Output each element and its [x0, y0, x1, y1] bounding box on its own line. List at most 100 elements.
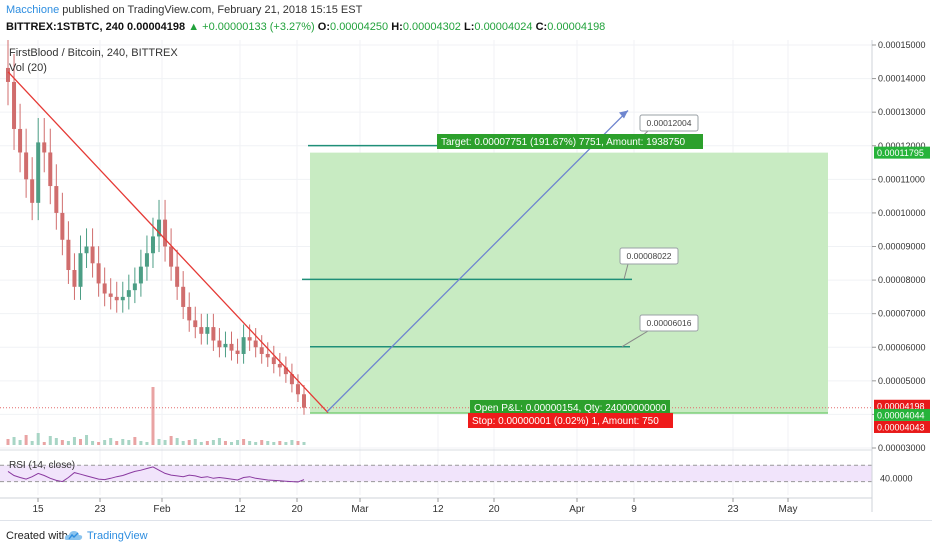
time-tick-label: 20	[488, 504, 500, 515]
created-with-label: Created with	[6, 530, 68, 542]
candle-body	[60, 212, 65, 240]
volume-bar	[266, 441, 270, 445]
footer: Created with TradingView	[0, 520, 932, 551]
candle-body	[295, 384, 300, 395]
price-label-box	[874, 146, 930, 159]
descending-trendline	[7, 71, 329, 414]
time-tick-label: 12	[432, 504, 444, 515]
candle-body	[235, 350, 240, 354]
price-label-text: 0.00004198	[877, 401, 925, 411]
time-tick-label: 23	[727, 504, 739, 515]
time-axis[interactable]: 15 23 Feb 12 20 Mar 12 20 Apr 9 23 May	[0, 497, 872, 515]
volume-bar	[42, 442, 46, 445]
price-label-text: 0.00004044	[877, 410, 925, 420]
candle-body	[253, 340, 258, 348]
volume-bar	[133, 437, 137, 445]
time-tick-label: Feb	[153, 504, 171, 515]
candle-body	[72, 270, 77, 287]
volume-bar	[278, 441, 282, 445]
volume-bar	[248, 441, 252, 445]
last-price: 0.00004198	[127, 21, 186, 33]
callout-text: 0.00008022	[627, 251, 672, 261]
volume-bar	[217, 438, 221, 445]
open-value: 0.00004250	[330, 21, 389, 33]
volume-bar	[6, 439, 10, 445]
time-tick-label: 20	[291, 504, 303, 515]
callout-box	[639, 114, 699, 132]
high-value: 0.00004302	[402, 21, 461, 33]
volume-bar	[296, 441, 300, 445]
target-label-text: Target: 0.00007751 (191.67%) 7751, Amoun…	[441, 137, 686, 148]
price-tick-label: 0.00011000	[878, 174, 925, 184]
time-tick-label: Mar	[351, 504, 369, 515]
stop-label-box	[468, 413, 673, 428]
candle-body	[163, 219, 168, 247]
volume-bar	[103, 440, 107, 445]
open-label: O:	[317, 21, 331, 33]
candle-body	[169, 246, 174, 267]
low-value: 0.00004024	[474, 21, 533, 33]
volume-bar	[302, 442, 306, 445]
low-label: L:	[464, 21, 475, 33]
candle-body	[132, 283, 137, 291]
candle-body	[126, 290, 131, 297]
volume-bar	[230, 442, 234, 445]
callout-box	[619, 247, 679, 265]
candle-body	[241, 337, 246, 354]
price-tick-label: 0.00012000	[878, 141, 926, 151]
candle-body	[138, 266, 143, 284]
candle-body	[120, 296, 125, 301]
candle-body	[229, 343, 234, 351]
rsi-pane	[0, 449, 872, 483]
target-label-box	[437, 134, 703, 149]
candle-body	[36, 142, 41, 203]
candle-body	[54, 186, 59, 213]
volume-bar	[205, 441, 209, 445]
callout-pointer	[623, 263, 629, 280]
volume-bar	[199, 442, 203, 445]
volume-bar	[193, 439, 197, 445]
volume-bar	[109, 438, 113, 445]
callout-box	[639, 314, 699, 332]
candle-body	[144, 253, 149, 267]
price-tick-label: 0.00003000	[878, 443, 926, 453]
callout-text: 0.00012004	[647, 118, 692, 128]
volume-bar	[97, 442, 101, 445]
candle-body	[108, 293, 113, 297]
volume-bar	[169, 436, 173, 445]
rsi-legend: RSI (14, close)	[9, 460, 75, 471]
volume-bar	[284, 442, 288, 445]
price-tick-label: 0.00008000	[878, 275, 926, 285]
price-tick-label: 0.00015000	[878, 40, 926, 50]
candle-body	[283, 367, 288, 375]
price-label-box	[874, 420, 930, 433]
volume-bar	[115, 441, 119, 445]
author-link[interactable]: Macchione	[6, 4, 60, 16]
high-label: H:	[391, 21, 403, 33]
up-arrow-icon: ▲	[188, 21, 200, 33]
volume-bar	[48, 436, 52, 445]
price-axis[interactable]: 0.00015000 0.00014000 0.00013000 0.00012000…	[871, 40, 930, 512]
price-tick-label: 0.00014000	[878, 74, 926, 84]
volume-bar	[272, 442, 276, 445]
tradingview-link[interactable]: TradingView	[87, 530, 148, 542]
target-zone	[310, 152, 828, 414]
price-label-text: 0.00004043	[877, 422, 925, 432]
candle-body	[193, 320, 198, 328]
price-label-box	[874, 408, 930, 421]
candle-body	[78, 253, 83, 287]
price-chart[interactable]: 0.00012004 0.00008022 0.00006016 0.0001500…	[0, 40, 932, 520]
volume-bar	[24, 435, 28, 445]
volume-bar	[236, 440, 240, 445]
volume-bar	[260, 440, 264, 445]
candle-body	[30, 179, 35, 203]
candle-body	[205, 327, 210, 334]
candle-body	[42, 142, 47, 153]
candle-body	[211, 327, 216, 341]
candle-body	[90, 246, 95, 264]
volume-bar	[290, 440, 294, 445]
candle-body	[302, 394, 306, 408]
time-tick-label: 15	[32, 504, 44, 515]
volume-bar	[145, 442, 149, 445]
rsi-band	[0, 465, 872, 482]
